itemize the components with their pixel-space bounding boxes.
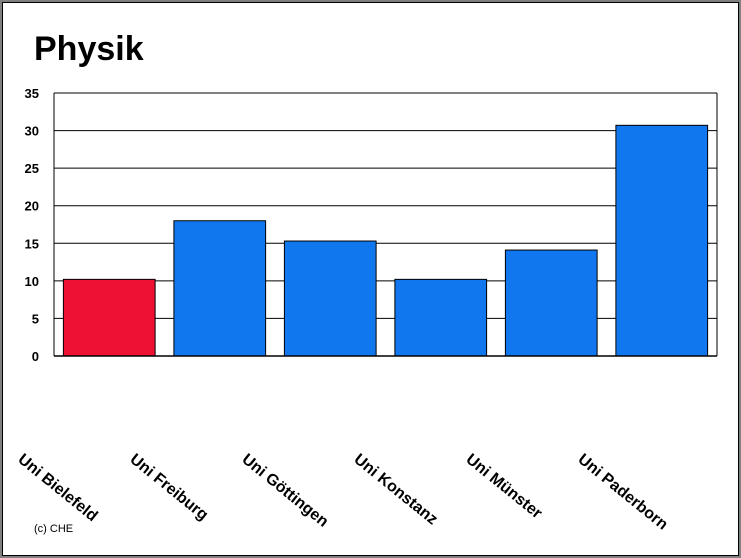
y-tick-label: 10 [25, 274, 39, 289]
bar [394, 278, 488, 357]
bar [504, 249, 598, 357]
y-tick-label: 0 [32, 349, 39, 364]
y-tick-label: 25 [25, 161, 39, 176]
x-tick-label: Uni Bielefeld [14, 451, 100, 525]
copyright-note: (c) CHE [34, 523, 74, 535]
bar-chart: 0 5 10 15 20 25 30 35 Uni Bielefeld Uni Freiburg U… [14, 86, 718, 534]
y-tick-label: 35 [25, 86, 39, 101]
bar [62, 278, 156, 357]
y-tick-label: 5 [32, 311, 39, 326]
chart-title: Physik [34, 30, 144, 68]
x-tick-label: Uni Münster [462, 451, 545, 522]
x-tick-label: Uni Freiburg [126, 451, 211, 524]
y-tick-label: 30 [25, 124, 39, 139]
bar [615, 124, 709, 357]
x-tick-label: Uni Konstanz [350, 451, 440, 529]
y-tick-label: 20 [25, 199, 39, 214]
y-tick-label: 15 [25, 236, 39, 251]
bar [173, 220, 267, 357]
bar [283, 240, 377, 357]
x-tick-label: Uni Göttingen [238, 451, 331, 531]
x-tick-label: Uni Paderborn [574, 451, 670, 534]
